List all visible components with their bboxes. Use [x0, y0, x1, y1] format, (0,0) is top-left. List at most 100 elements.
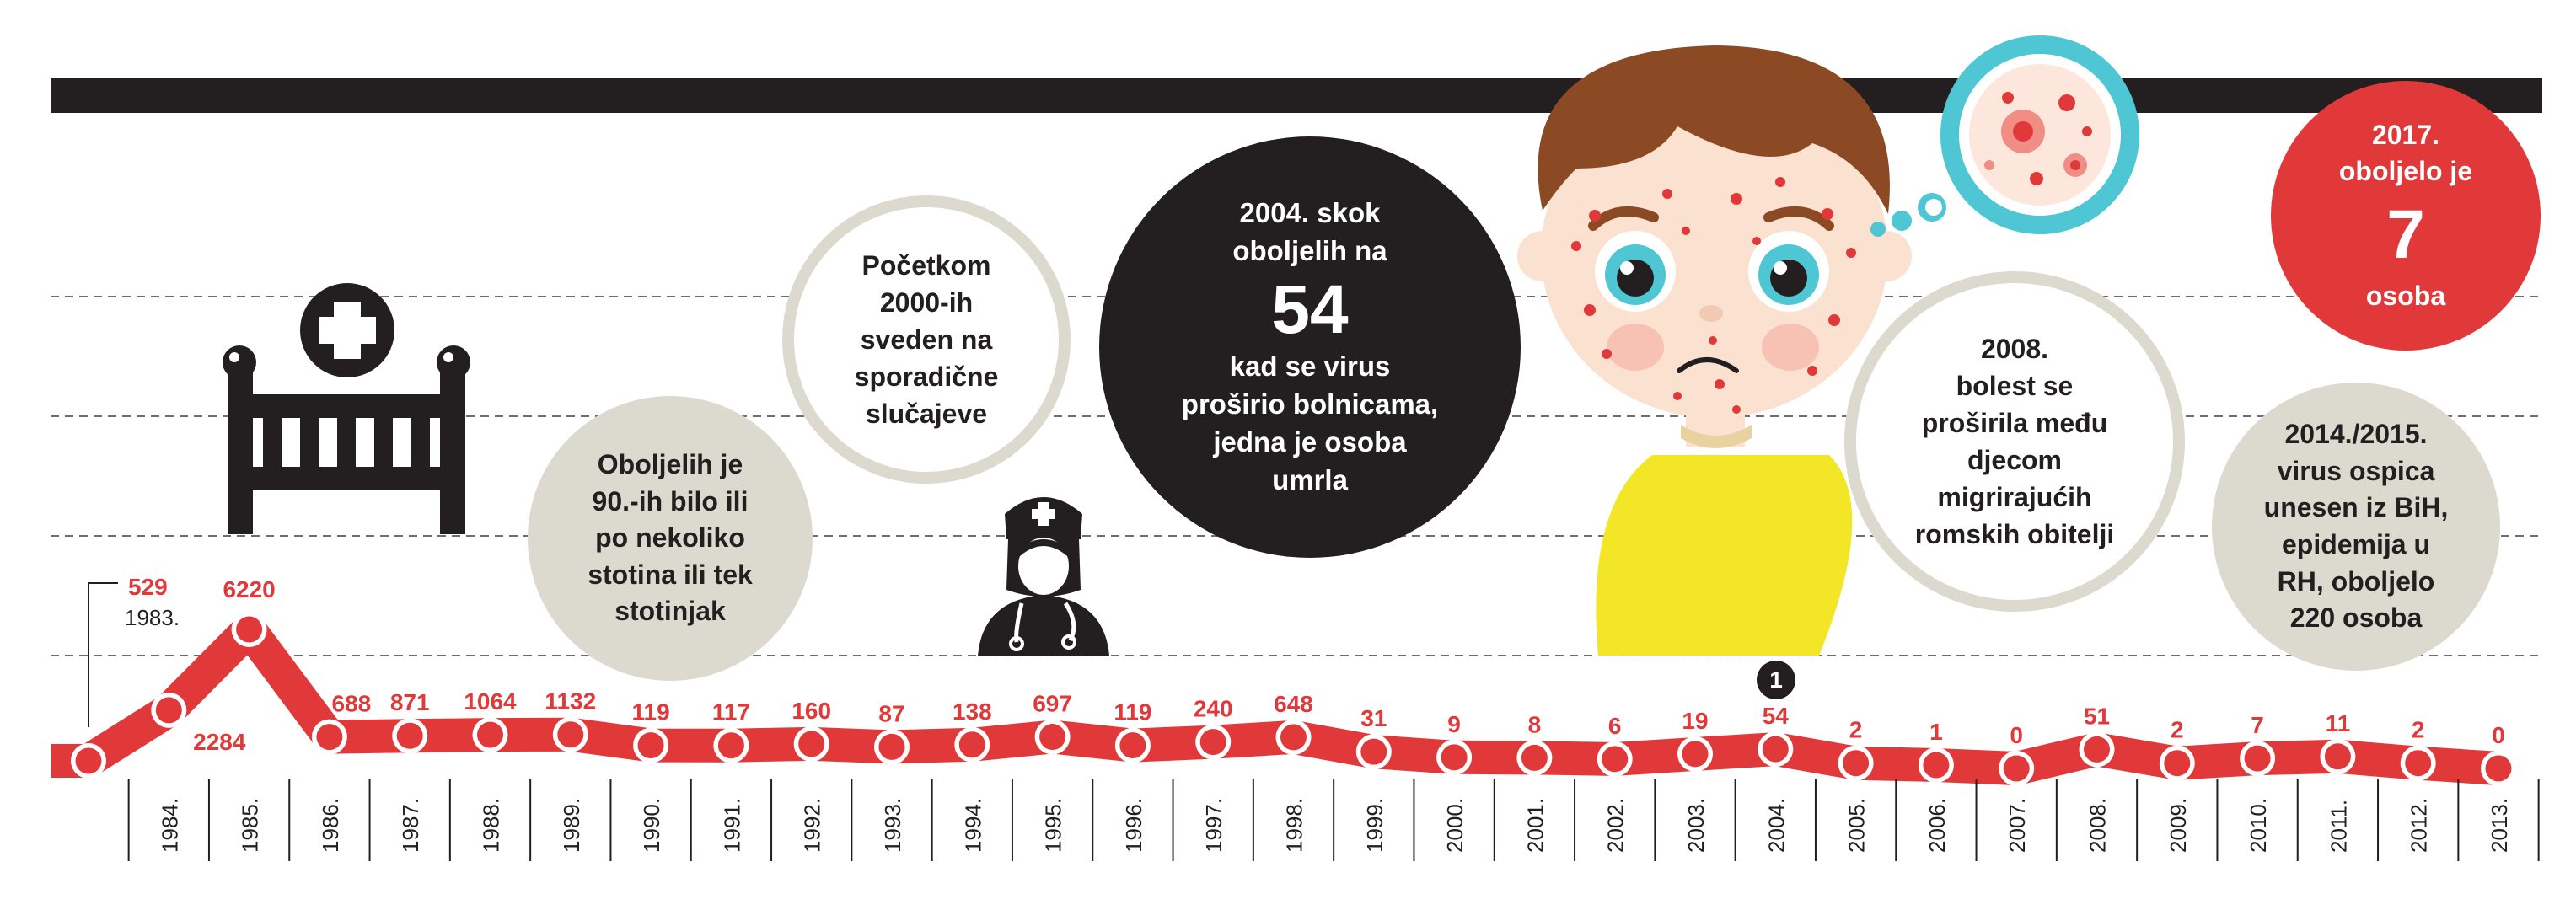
bubble-2017-number: 7	[2386, 195, 2425, 273]
data-label: 697	[1033, 691, 1072, 717]
data-label: 117	[712, 699, 750, 725]
crib-icon	[223, 283, 470, 534]
data-label: 160	[792, 698, 831, 724]
data-label: 1132	[545, 688, 596, 715]
point	[2164, 750, 2191, 777]
tick-label: 2003.	[1683, 798, 1709, 853]
tick-label: 1990.	[639, 798, 664, 853]
tick-label: 2011.	[2326, 800, 2351, 853]
data-label: 8	[1528, 711, 1542, 737]
bubble-2017: 2017. oboljelo je 7 osoba	[2271, 81, 2541, 351]
tick-label: 2001.	[1522, 798, 1548, 853]
tick-label: 2009.	[2165, 798, 2191, 853]
bubble-2004-bottom-text: kad se virus proširio bolnicama, jedna j…	[1181, 351, 1439, 495]
point	[2324, 743, 2351, 770]
data-label: 0	[2492, 722, 2505, 748]
point	[1280, 724, 1307, 751]
tick-label: 2007.	[2004, 798, 2030, 853]
tick-label: 1992.	[800, 798, 825, 853]
point	[2084, 736, 2110, 763]
tick-label: 1994.	[960, 798, 985, 853]
bubble-early-2000s: Početkom 2000-ih sveden na sporadične sl…	[782, 195, 1071, 484]
bubble-2014-2015: 2014./2015. virus ospica unesen iz BiH, …	[2212, 383, 2500, 671]
data-label: 871	[390, 689, 430, 715]
tick-label: 1993.	[880, 798, 905, 853]
bubble-1990s: Oboljelih je 90.-ih bilo ili po nekoliko…	[528, 396, 813, 681]
first-year-label: 1983.	[125, 605, 180, 630]
point	[155, 697, 182, 724]
data-label: 2284	[193, 729, 246, 755]
data-label: 648	[1274, 691, 1313, 717]
tick-label: 1995.	[1041, 798, 1066, 853]
point	[1923, 752, 1950, 779]
data-label: 2	[2171, 717, 2184, 743]
tick-label: 2002.	[1603, 798, 1629, 853]
bubble-2004-number: 54	[1271, 271, 1349, 349]
tick-label: 2006.	[1924, 798, 1950, 853]
point	[717, 732, 744, 759]
data-label: 19	[1682, 708, 1708, 734]
point	[2003, 755, 2030, 782]
tick-label: 2012.	[2407, 798, 2432, 853]
point	[1521, 744, 1548, 771]
tick-label: 2004.	[1763, 798, 1789, 853]
data-label: 7	[2251, 712, 2264, 738]
data-label: 54	[1763, 703, 1790, 729]
point	[1682, 741, 1709, 768]
tick-label: 1996.	[1121, 798, 1146, 853]
tick-label: 1989.	[559, 798, 584, 853]
illustrations	[223, 35, 2139, 656]
point	[1360, 738, 1387, 765]
point	[2244, 745, 2271, 772]
data-label: 240	[1194, 696, 1233, 722]
data-label: 2	[2412, 717, 2425, 743]
point	[1762, 736, 1789, 763]
tick-label: 2010.	[2246, 798, 2271, 853]
data-label: 2	[1849, 717, 1863, 743]
bubble-early-2000s-text: Početkom 2000-ih sveden na sporadične sl…	[854, 249, 999, 430]
point	[958, 731, 985, 758]
point	[1441, 744, 1468, 771]
point	[878, 733, 905, 760]
data-label: 119	[1114, 699, 1151, 725]
tick-label: 1987.	[398, 798, 423, 853]
bubble-2008-text: 2008. bolest se proširila među djecom mi…	[1914, 333, 2115, 550]
point	[2405, 750, 2432, 777]
bubble-2004: 2004. skok oboljelih na 54 kad se virus …	[1099, 136, 1521, 558]
bubble-2017-bottom-text: osoba	[2365, 280, 2446, 311]
point	[477, 721, 503, 748]
first-year-bracket	[88, 582, 118, 727]
bubble-2017-top-text: 2017. oboljelo je	[2338, 119, 2473, 187]
point	[396, 722, 423, 749]
point	[637, 732, 664, 759]
tick-label: 1997.	[1201, 798, 1226, 853]
data-label: 1064	[464, 688, 517, 715]
point	[236, 616, 263, 643]
footnote-badge: 1	[1757, 661, 1795, 699]
bubble-2014-2015-text: 2014./2015. virus ospica unesen iz BiH, …	[2263, 419, 2449, 634]
tick-label: 1985.	[238, 798, 263, 853]
tick-label: 1988.	[479, 798, 504, 853]
data-label: 119	[632, 699, 670, 725]
tick-label: 2000.	[1442, 798, 1468, 853]
top-bar	[51, 78, 2542, 113]
data-label: 6220	[223, 576, 275, 602]
data-label: 1	[1929, 719, 1943, 745]
data-label: 9	[1447, 711, 1461, 737]
point	[1199, 729, 1226, 756]
bubble-2004-top-text: 2004. skok oboljelih na	[1232, 197, 1387, 267]
data-label: 31	[1360, 705, 1387, 731]
nurse-icon	[978, 497, 1109, 656]
tick-label: 1999.	[1362, 798, 1387, 853]
bubble-1990s-text: Oboljelih je 90.-ih bilo ili po nekoliko…	[588, 449, 753, 627]
sick-child-illustration	[1517, 46, 1912, 656]
tick-label: 1984.	[157, 798, 182, 853]
virus-cell-icon	[1870, 35, 2139, 237]
point	[1039, 724, 1066, 751]
tick-label: 1991.	[719, 798, 744, 853]
point	[1119, 732, 1146, 759]
tick-label: 1986.	[318, 798, 343, 853]
point	[75, 747, 102, 774]
